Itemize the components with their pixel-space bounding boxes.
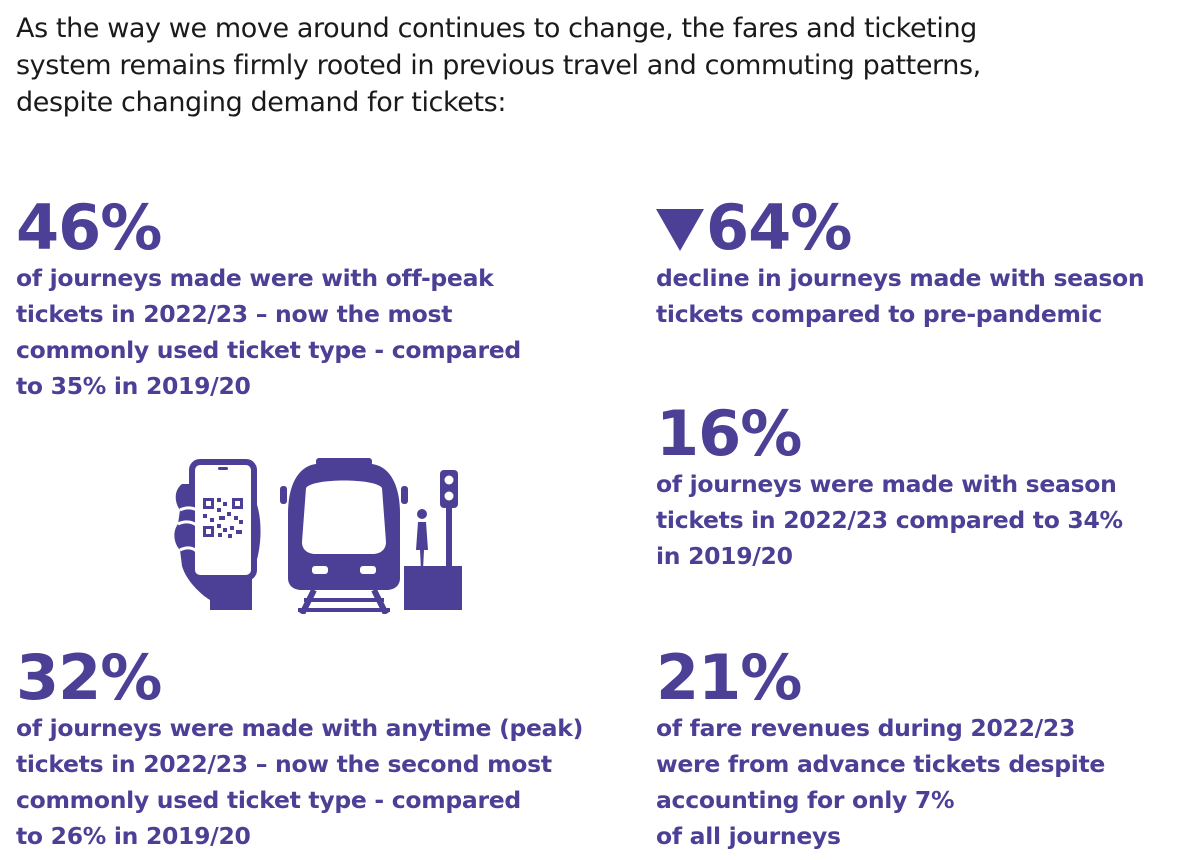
stat-value: 21% bbox=[656, 641, 802, 714]
stat-value: 16% bbox=[656, 397, 802, 470]
stat-off-peak: 46% of journeys made were with off-peak … bbox=[16, 196, 521, 404]
stat-line: of journeys made were with off-peak bbox=[16, 264, 494, 292]
down-triangle-icon bbox=[656, 209, 704, 251]
intro-text: As the way we move around continues to c… bbox=[16, 10, 1076, 121]
stat-season: 16% of journeys were made with season ti… bbox=[656, 402, 1123, 574]
stat-value: 46% bbox=[16, 191, 162, 264]
stat-description: of journeys were made with season ticket… bbox=[656, 466, 1123, 574]
signal-icon bbox=[440, 470, 458, 568]
stat-line: commonly used ticket type - compared bbox=[16, 786, 521, 814]
stat-line: decline in journeys made with season bbox=[656, 264, 1145, 292]
stat-line: in 2019/20 bbox=[656, 542, 793, 570]
stat-line: tickets in 2022/23 compared to 34% bbox=[656, 506, 1123, 534]
stat-value: 32% bbox=[16, 641, 162, 714]
stat-value: 64% bbox=[706, 191, 852, 264]
stat-line: commonly used ticket type - compared bbox=[16, 336, 521, 364]
stat-description: of journeys made were with off-peak tick… bbox=[16, 260, 521, 404]
stat-line: tickets compared to pre-pandemic bbox=[656, 300, 1103, 328]
stat-description: of fare revenues during 2022/23 were fro… bbox=[656, 710, 1105, 854]
stat-line: to 35% in 2019/20 bbox=[16, 372, 251, 400]
train-icon bbox=[280, 458, 408, 614]
stat-description: decline in journeys made with season tic… bbox=[656, 260, 1145, 332]
phone-qr-ticket-icon bbox=[174, 459, 261, 610]
stat-line: were from advance tickets despite bbox=[656, 750, 1106, 778]
intro-line: As the way we move around continues to c… bbox=[16, 13, 977, 44]
intro-line: despite changing demand for tickets: bbox=[16, 87, 507, 118]
platform-passenger-icon bbox=[404, 509, 462, 610]
stat-season-decline: 64% decline in journeys made with season… bbox=[656, 196, 1145, 332]
stat-line: to 26% in 2019/20 bbox=[16, 822, 251, 850]
stat-line: tickets in 2022/23 – now the most bbox=[16, 300, 453, 328]
stat-advance: 21% of fare revenues during 2022/23 were… bbox=[656, 646, 1105, 854]
stat-line: of all journeys bbox=[656, 822, 841, 850]
stat-value-row: 64% bbox=[656, 196, 1144, 260]
stat-description: of journeys were made with anytime (peak… bbox=[16, 710, 583, 854]
stat-anytime: 32% of journeys were made with anytime (… bbox=[16, 646, 583, 854]
ticketing-illustration bbox=[174, 458, 462, 614]
intro-line: system remains firmly rooted in previous… bbox=[16, 50, 981, 81]
stat-line: accounting for only 7% bbox=[656, 786, 955, 814]
stat-line: of fare revenues during 2022/23 bbox=[656, 714, 1076, 742]
stat-line: tickets in 2022/23 – now the second most bbox=[16, 750, 552, 778]
stat-line: of journeys were made with season bbox=[656, 470, 1117, 498]
stat-line: of journeys were made with anytime (peak… bbox=[16, 714, 584, 742]
